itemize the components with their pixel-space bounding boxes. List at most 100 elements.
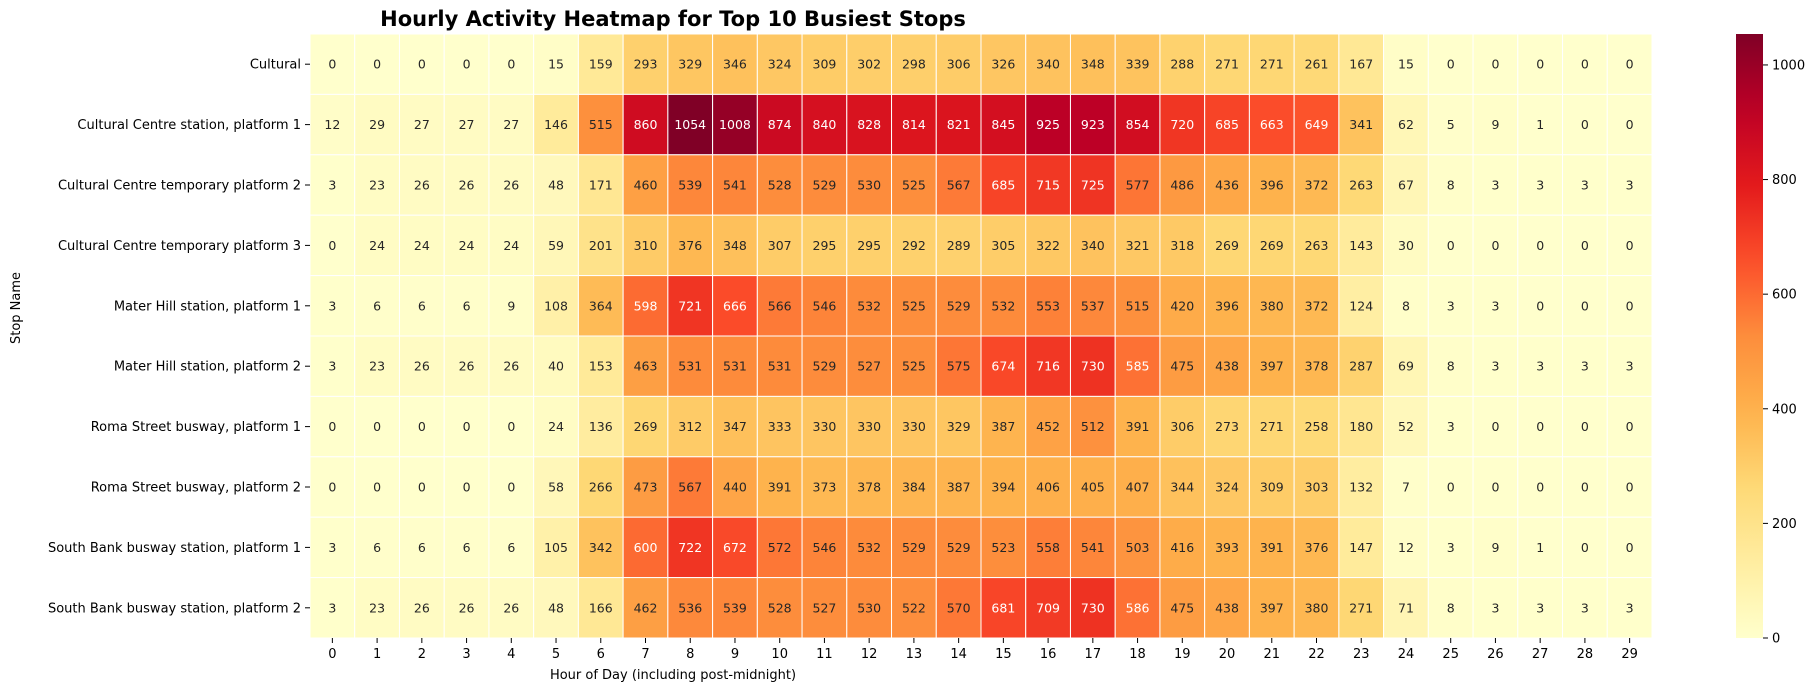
heatmap-cell (1606, 33, 1653, 95)
cell-value-label: 344 (1170, 480, 1194, 495)
heatmap-cell (1293, 33, 1340, 95)
cell-value-label: 674 (991, 359, 1015, 374)
cell-value-label: 394 (991, 480, 1015, 495)
heatmap-cell (891, 395, 937, 458)
heatmap-cell (1025, 214, 1071, 277)
x-axis-ticks: 0 1 2 3 4 5 6 7 8 9 10 11 12 13 14 15 16 17 18 19 20 21 22 23 24… (328, 638, 1638, 662)
cell-value-label: 271 (1260, 419, 1284, 434)
cell-value-label: 567 (678, 480, 702, 495)
heatmap-cell (488, 214, 535, 277)
heatmap-cell (398, 33, 445, 95)
cell-value-label: 3 (1536, 178, 1544, 193)
heatmap-cell (309, 395, 356, 458)
cell-value-label: 438 (1215, 359, 1239, 374)
cell-value-label: 3 (1581, 359, 1589, 374)
cell-value-label: 525 (902, 178, 926, 193)
heatmap-cell (1606, 577, 1653, 639)
heatmap-cell (801, 93, 848, 156)
cell-value-label: 391 (1260, 540, 1284, 555)
cell-value-label: 59 (548, 238, 564, 253)
cell-value-label: 24 (369, 238, 385, 253)
x-tick-label: 27 (1532, 647, 1549, 662)
y-tick-label: Cultural Centre temporary platform 3 (58, 239, 301, 254)
heatmap-cell (801, 275, 848, 337)
heatmap-cell (667, 214, 714, 277)
colorbar-tick-label: 1000 (1772, 58, 1805, 73)
heatmap-cell (1472, 335, 1519, 397)
heatmap-cell (756, 577, 803, 639)
y-tick-label: Cultural (250, 58, 301, 73)
cell-value-label: 26 (414, 178, 430, 193)
cell-value-label: 567 (947, 178, 971, 193)
cell-value-label: 380 (1260, 298, 1284, 313)
cell-value-label: 24 (548, 419, 564, 434)
heatmap-cell (801, 154, 848, 216)
cell-value-label: 3 (328, 298, 336, 313)
cell-value-label: 672 (723, 540, 747, 555)
heatmap-cell (1427, 93, 1474, 156)
cell-value-label: 0 (1536, 57, 1544, 72)
y-tick-label: South Bank busway station, platform 2 (48, 601, 301, 616)
cell-value-label: 30 (1398, 238, 1414, 253)
x-tick-label: 2 (418, 647, 426, 662)
x-tick-label: 20 (1219, 647, 1236, 662)
cell-value-label: 0 (1626, 298, 1634, 313)
heatmap-cell (712, 33, 758, 95)
cell-value-label: 0 (463, 419, 471, 434)
cell-value-label: 348 (1081, 57, 1105, 72)
cell-value-label: 600 (634, 540, 658, 555)
cell-value-label: 295 (813, 238, 837, 253)
heatmap-cell (622, 395, 669, 458)
cell-value-label: 460 (634, 178, 658, 193)
heatmap-cell (935, 456, 982, 518)
cell-value-label: 528 (768, 178, 792, 193)
cell-value-label: 0 (1491, 480, 1499, 495)
heatmap-cell (1025, 395, 1071, 458)
heatmap-cell (1204, 93, 1250, 156)
cell-value-label: 23 (369, 178, 385, 193)
heatmap-cell (1114, 516, 1161, 579)
cell-value-label: 330 (902, 419, 926, 434)
heatmap-cell (667, 275, 714, 337)
cell-value-label: 0 (373, 480, 381, 495)
cell-value-label: 0 (507, 419, 515, 434)
cell-value-label: 420 (1170, 298, 1194, 313)
heatmap-cell (1338, 93, 1385, 156)
heatmap-cell (801, 33, 848, 95)
cell-value-label: 681 (991, 600, 1015, 615)
heatmap-cell (1427, 395, 1474, 458)
cell-value-label: 263 (1305, 238, 1329, 253)
heatmap-cell (1293, 93, 1340, 156)
cell-value-label: 380 (1305, 600, 1329, 615)
cell-value-label: 258 (1305, 419, 1329, 434)
cell-value-label: 8 (1447, 600, 1455, 615)
heatmap-cell (1069, 214, 1116, 277)
heatmap-cell (1338, 456, 1385, 518)
y-tick-label: Mater Hill station, platform 1 (114, 299, 301, 314)
heatmap-cell (577, 93, 624, 156)
heatmap-cell (980, 33, 1027, 95)
cell-value-label: 553 (1036, 298, 1060, 313)
x-tick-label: 18 (1129, 647, 1146, 662)
cell-value-label: 715 (1036, 178, 1060, 193)
cell-value-label: 473 (634, 480, 658, 495)
cell-value-label: 289 (947, 238, 971, 253)
heatmap-cell (1517, 577, 1564, 639)
cell-value-label: 874 (768, 117, 792, 132)
heatmap-cell (846, 395, 893, 458)
heatmap-cell (1517, 154, 1564, 216)
heatmap-cell (712, 335, 758, 397)
cell-value-label: 3 (1491, 178, 1499, 193)
cell-value-label: 3 (328, 600, 336, 615)
heatmap-cell (712, 516, 758, 579)
heatmap-cell (935, 154, 982, 216)
x-tick-label: 23 (1353, 647, 1370, 662)
cell-value-label: 26 (459, 359, 475, 374)
cell-value-label: 6 (463, 540, 471, 555)
cell-value-label: 310 (634, 238, 658, 253)
cell-value-label: 341 (1349, 117, 1373, 132)
cell-value-label: 307 (768, 238, 792, 253)
heatmap-cell (354, 456, 400, 518)
cell-value-label: 3 (1491, 359, 1499, 374)
cell-value-label: 854 (1126, 117, 1150, 132)
